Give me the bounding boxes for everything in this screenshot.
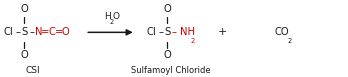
- Text: –: –: [158, 27, 163, 37]
- Text: 2: 2: [191, 38, 195, 44]
- Text: C: C: [49, 27, 56, 37]
- Text: Cl: Cl: [146, 27, 156, 37]
- Text: O: O: [112, 12, 119, 21]
- Text: CSI: CSI: [26, 66, 40, 75]
- Text: S: S: [21, 27, 27, 37]
- Text: =: =: [41, 27, 50, 37]
- Text: –: –: [29, 27, 34, 37]
- Text: O: O: [21, 4, 28, 14]
- Text: NH: NH: [180, 27, 195, 37]
- Text: H: H: [104, 12, 110, 21]
- Text: 2: 2: [110, 19, 114, 25]
- Text: Sulfamoyl Chloride: Sulfamoyl Chloride: [131, 66, 210, 75]
- Text: O: O: [21, 50, 28, 60]
- Text: 2: 2: [287, 38, 292, 44]
- Text: +: +: [218, 27, 227, 37]
- Text: Cl: Cl: [3, 27, 13, 37]
- Text: CO: CO: [275, 27, 290, 37]
- Text: S: S: [164, 27, 170, 37]
- Text: O: O: [163, 4, 171, 14]
- Text: O: O: [163, 50, 171, 60]
- Text: –: –: [172, 27, 176, 37]
- Text: N: N: [35, 27, 43, 37]
- Text: O: O: [62, 27, 69, 37]
- Text: –: –: [16, 27, 21, 37]
- Text: =: =: [55, 27, 63, 37]
